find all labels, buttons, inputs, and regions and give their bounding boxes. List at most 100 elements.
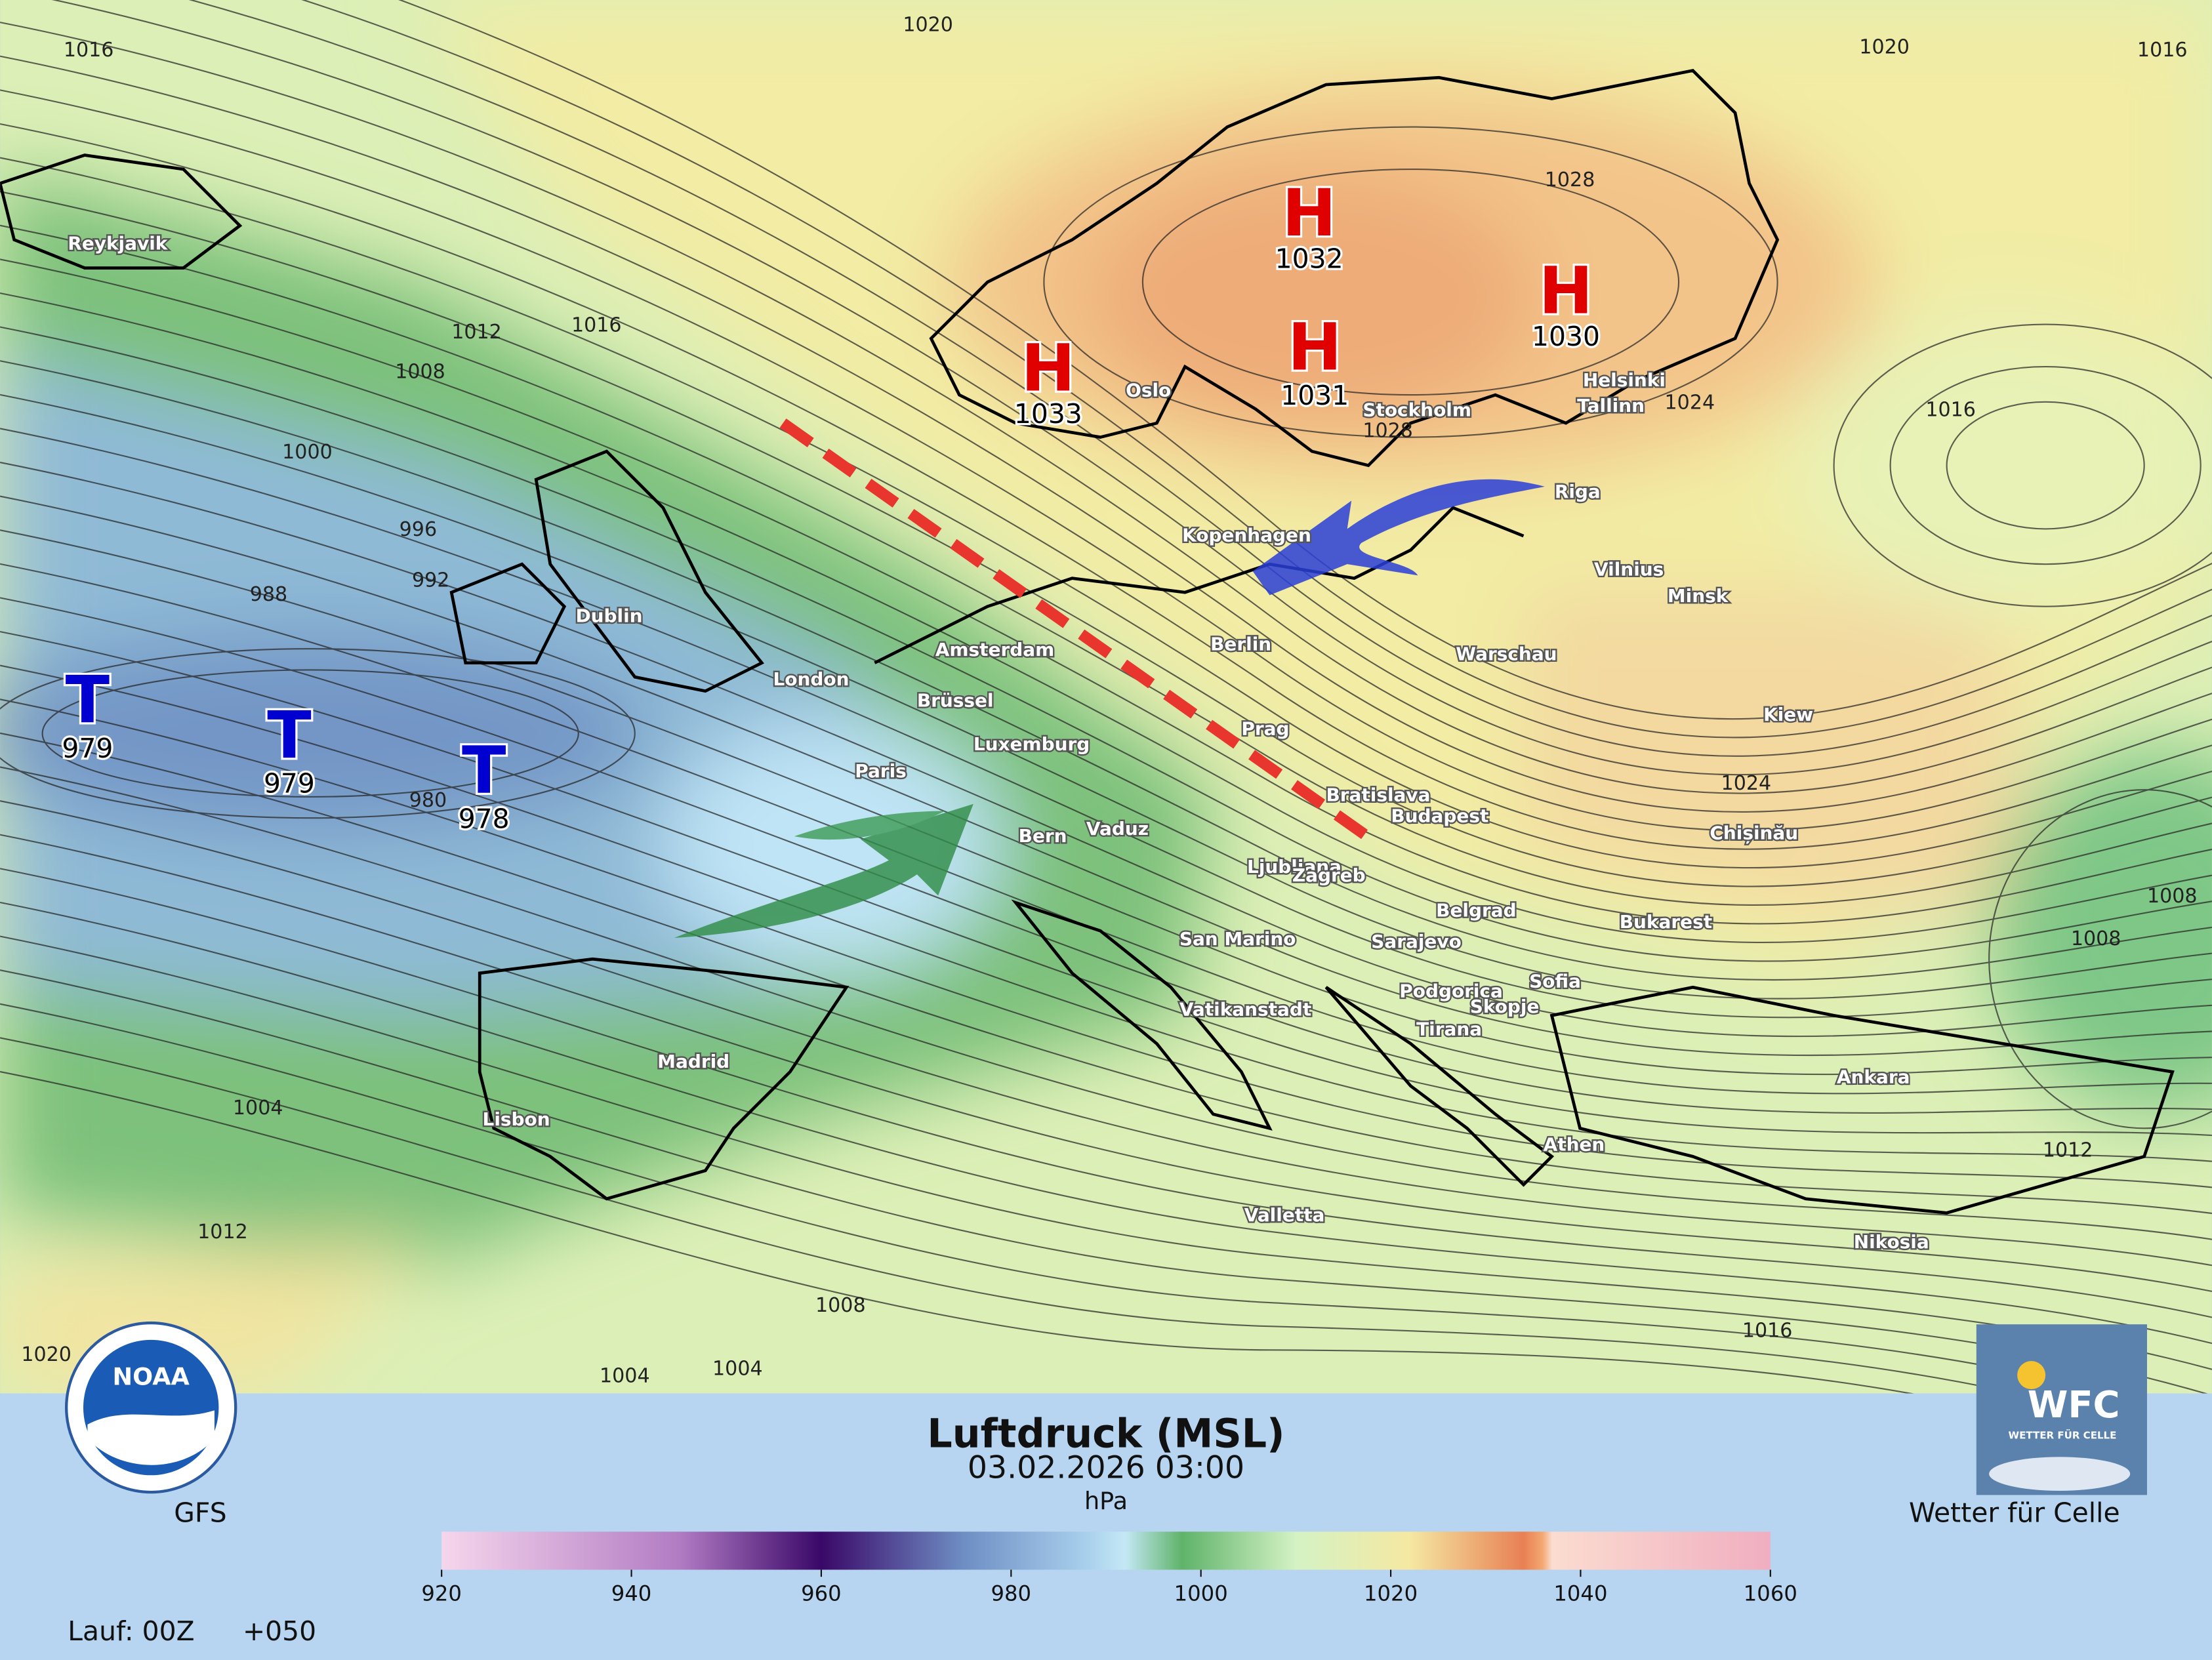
city-label: Valletta <box>1244 1204 1325 1226</box>
city-label: Prag <box>1241 718 1289 739</box>
colorbar-tick-label: 940 <box>611 1581 652 1606</box>
city-label: Stockholm <box>1362 399 1471 420</box>
coastlines <box>0 68 2175 1215</box>
isobar-label: 1016 <box>571 314 622 336</box>
isobar-label: 1012 <box>451 321 502 344</box>
isobar <box>0 969 2208 1394</box>
city-label: Bukarest <box>1620 911 1712 933</box>
isobar-label: 980 <box>409 789 447 812</box>
isobar <box>0 1037 2020 1394</box>
isobar-label: 1008 <box>2147 885 2198 908</box>
isobar <box>0 766 2212 1240</box>
city-label: Vatikanstadt <box>1179 998 1311 1020</box>
low-symbol: T <box>267 698 311 773</box>
isobar <box>0 123 2212 850</box>
isobar-label: 1012 <box>2043 1139 2093 1162</box>
isobar-label: 1020 <box>1859 36 1910 59</box>
isobar <box>0 461 2212 1038</box>
isobar-label: 1020 <box>21 1343 72 1366</box>
city-label: Dublin <box>575 605 642 626</box>
blue-arrow <box>1252 479 1545 596</box>
colorbar-tick-label: 1000 <box>1174 1581 1228 1606</box>
pressure-value: 1033 <box>1014 398 1082 430</box>
isobar <box>1946 401 2145 530</box>
colorbar-tick-label: 920 <box>421 1581 462 1606</box>
colorbar-tick-label: 1040 <box>1553 1581 1607 1606</box>
city-label: Luxemburg <box>973 733 1090 755</box>
high-symbol: H <box>1288 310 1342 385</box>
city-label: Lisbon <box>483 1108 550 1130</box>
isobar <box>51 0 2212 776</box>
logo-subtext: WETTER FÜR CELLE <box>2008 1428 2116 1441</box>
isobar <box>0 630 2212 1137</box>
city-label: Oslo <box>1126 379 1171 401</box>
city-label: Chișinău <box>1710 822 1798 843</box>
city-label: Vaduz <box>1086 818 1149 840</box>
footer <box>0 1393 2212 1660</box>
colorbar: 920 940 960 980 1000 1020 1040 1060 <box>421 1531 1797 1606</box>
isobar-label: 1016 <box>2137 39 2188 62</box>
isobar-label: 1016 <box>64 39 114 62</box>
city-label: Sarajevo <box>1371 931 1462 952</box>
pressure-value: 978 <box>459 803 510 834</box>
colorbar-tick-label: 980 <box>991 1581 1032 1606</box>
logo-text: NOAA <box>113 1363 190 1391</box>
city-label: Tallinn <box>1577 395 1645 416</box>
isobar-label: 992 <box>412 569 449 592</box>
city-label: Kopenhagen <box>1182 525 1311 546</box>
isobar-label: 1024 <box>1665 392 1715 415</box>
high-symbol: H <box>1282 176 1336 251</box>
city-label: Nikosia <box>1854 1231 1929 1253</box>
isobar <box>188 0 2212 757</box>
city-label: Warschau <box>1456 643 1557 664</box>
isobar-label: 1012 <box>197 1221 248 1244</box>
low-symbol: T <box>66 662 110 738</box>
city-label: Vilnius <box>1594 558 1664 580</box>
isobar <box>1889 366 2202 565</box>
isobar <box>0 698 2212 1188</box>
isobar-label: 1028 <box>1362 420 1413 443</box>
run-label: Lauf: 00Z <box>68 1615 194 1647</box>
logo-text: WFC <box>2028 1384 2120 1427</box>
high-symbol: H <box>1021 331 1075 407</box>
isobar <box>1833 323 2212 607</box>
city-label: Tirana <box>1416 1018 1482 1040</box>
isobar-label: 1020 <box>903 13 953 36</box>
colorbar-bar <box>441 1531 1771 1570</box>
red-front-line <box>779 418 1375 844</box>
city-label: Paris <box>855 760 907 782</box>
isobar-label: 1008 <box>2071 927 2121 950</box>
isobar <box>0 258 2212 925</box>
isobar-label: 1028 <box>1545 169 1595 192</box>
city-label: Podgorica <box>1399 980 1503 1002</box>
isobar <box>0 901 2212 1345</box>
isobar <box>0 834 2212 1293</box>
isobar <box>0 55 2212 813</box>
isobar-label: 996 <box>399 518 437 541</box>
isobar <box>0 732 2212 1215</box>
isobar-label: 1004 <box>712 1358 763 1381</box>
isobar <box>1988 789 2212 1129</box>
isobar <box>0 935 2212 1370</box>
isobar-label: 1016 <box>1925 398 1976 421</box>
pressure-value: 979 <box>264 768 315 800</box>
isobar-labels: 1016 1020 1020 1016 1012 1016 1008 1000 … <box>21 13 2197 1387</box>
map-field: 1016 1020 1020 1016 1012 1016 1008 1000 … <box>0 0 2212 1394</box>
isobar-label: 1004 <box>600 1364 650 1387</box>
city-label: Bratislava <box>1326 784 1430 805</box>
colorbar-tick-label: 1020 <box>1364 1581 1418 1606</box>
isobar <box>0 495 2212 1057</box>
city-label: Kiew <box>1763 704 1813 725</box>
isobar-label: 1008 <box>395 360 445 383</box>
pressure-value: 1030 <box>1532 321 1600 352</box>
wfc-logo: WFC WETTER FÜR CELLE <box>1976 1324 2147 1495</box>
isobar <box>0 326 2212 962</box>
isobar-label: 1000 <box>282 441 333 464</box>
city-label: Budapest <box>1391 805 1488 827</box>
city-label: Athen <box>1544 1134 1605 1156</box>
isobar <box>0 292 2212 943</box>
isobar <box>41 669 579 798</box>
isobar <box>0 800 2212 1266</box>
isobar <box>0 191 2212 887</box>
city-label: Ljubljana <box>1247 856 1342 878</box>
